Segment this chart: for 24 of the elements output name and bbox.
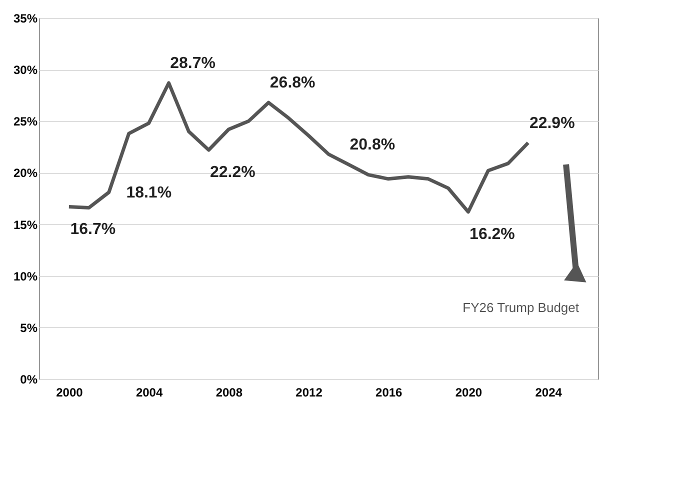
x-tick-label: 2024 xyxy=(535,386,562,400)
data-label: 22.9% xyxy=(529,114,575,132)
data-label: 22.2% xyxy=(210,164,256,182)
y-tick-label: 15% xyxy=(13,218,38,232)
annotation: FY26 Trump Budget xyxy=(462,300,580,315)
data-label: 20.8% xyxy=(350,136,396,154)
data-label: 16.7% xyxy=(70,220,116,238)
y-tick-label: 10% xyxy=(13,269,38,284)
y-tick-label: 35% xyxy=(13,12,38,26)
x-tick-label: 2020 xyxy=(455,386,482,400)
y-tick-label: 0% xyxy=(20,372,38,386)
x-tick-label: 2004 xyxy=(136,386,163,400)
data-label: 26.8% xyxy=(270,74,316,92)
y-tick-label: 20% xyxy=(13,166,38,180)
y-tick-label: 5% xyxy=(20,320,38,335)
data-label: 16.2% xyxy=(470,226,515,243)
data-label: 18.1% xyxy=(126,184,172,202)
x-tick-label: 2012 xyxy=(296,386,323,400)
x-tick-label: 2016 xyxy=(376,386,403,400)
x-tick-label: 2008 xyxy=(216,386,243,400)
y-tick-label: 30% xyxy=(13,63,38,78)
data-label: 28.7% xyxy=(170,54,216,72)
x-tick-label: 2000 xyxy=(56,386,84,400)
y-tick-label: 25% xyxy=(13,114,38,129)
